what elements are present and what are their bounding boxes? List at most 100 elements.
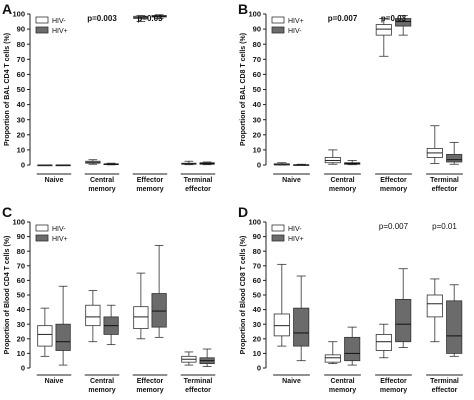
category-label: memory [380, 387, 407, 394]
iqr-box [426, 294, 443, 318]
panel-C: C Proportion of Blood CD4 T cells (%) 0 10 2… [2, 204, 216, 394]
box-neg [324, 341, 341, 365]
y-tick-label: 20 [17, 334, 25, 343]
box-pos [395, 268, 412, 348]
p-value-label: p=0.03 [137, 14, 163, 23]
p-value-label: p=0.03 [381, 14, 407, 23]
box-pos [446, 284, 463, 357]
box-pos [151, 14, 167, 19]
y-tick-label: 50 [17, 291, 25, 300]
y-tick-label: 90 [253, 232, 261, 241]
y-tick-label: 0 [257, 161, 261, 170]
y-tick-label: 40 [253, 100, 261, 109]
y-tick-label: 50 [17, 85, 25, 94]
box-neg [375, 323, 392, 359]
panel-B: B Proportion of BAL CD8 T cells (%) 0 10 20 3… [238, 1, 463, 193]
p-value-label: p=0.007 [379, 222, 409, 231]
panel-A: A Proportion of BAL CD4 T cells (%) 0 10 20 3… [2, 1, 216, 193]
legend-label: HIV+ [52, 236, 68, 243]
category-label: Effector [380, 177, 407, 184]
box-pos [293, 275, 310, 362]
box-pos [344, 160, 361, 166]
panel-letter: A [2, 1, 12, 17]
legend-label: HIV- [52, 226, 66, 233]
category-label: Central [90, 378, 114, 385]
p-value-label: p=0.003 [87, 14, 117, 23]
category-label: Naive [282, 177, 301, 184]
iqr-box [344, 336, 361, 362]
y-tick-label: 70 [17, 261, 25, 270]
legend-swatch [35, 224, 49, 232]
iqr-box [395, 18, 412, 27]
y-tick-label: 70 [253, 261, 261, 270]
category-label: memory [88, 186, 115, 193]
y-tick-label: 80 [17, 40, 25, 49]
box-pos [151, 244, 167, 338]
legend-swatch [271, 234, 285, 242]
category-label: Effector [137, 177, 164, 184]
iqr-box [395, 298, 412, 343]
panel-letter: D [238, 204, 248, 220]
iqr-box [446, 300, 463, 354]
box-neg [37, 164, 53, 167]
y-tick-label: 30 [17, 115, 25, 124]
y-tick-label: 40 [253, 305, 261, 314]
y-tick-label: 0 [21, 364, 25, 373]
box-pos [344, 326, 361, 366]
box-pos [103, 304, 119, 346]
y-tick-label: 80 [17, 247, 25, 256]
iqr-box [375, 24, 392, 36]
y-tick-label: 0 [21, 161, 25, 170]
box-pos [55, 164, 71, 167]
p-value-label: p=0.01 [432, 222, 457, 231]
y-axis-label: Proportion of BAL CD4 T cells (%) [4, 33, 11, 146]
category-label: memory [88, 387, 115, 394]
y-tick-label: 50 [253, 291, 261, 300]
category-label: effector [185, 387, 211, 394]
box-neg [85, 159, 101, 165]
box-pos [55, 285, 71, 366]
box-pos [199, 348, 215, 367]
category-label: Terminal [430, 177, 459, 184]
box-neg [273, 263, 290, 347]
category-label: memory [136, 387, 163, 394]
category-label: Naive [45, 177, 64, 184]
y-tick-label: 20 [253, 334, 261, 343]
legend-label: HIV+ [52, 28, 68, 35]
y-axis-label: Proportion of BAL CD8 T cells (%) [240, 33, 247, 146]
y-tick-label: 60 [17, 70, 25, 79]
box-pos [395, 15, 412, 36]
y-tick-label: 30 [17, 320, 25, 329]
box-neg [133, 272, 149, 340]
legend-swatch [35, 16, 49, 24]
box-neg [85, 290, 101, 343]
category-label: Central [90, 177, 114, 184]
iqr-box [273, 313, 290, 337]
category-label: memory [136, 186, 163, 193]
y-tick-label: 50 [253, 85, 261, 94]
iqr-box [375, 334, 392, 351]
y-axis-label: Proportion of Blood CD8 T cells (%) [240, 236, 247, 355]
y-tick-label: 30 [253, 320, 261, 329]
category-label: Effector [137, 378, 164, 385]
p-value-label: p=0.007 [328, 14, 358, 23]
y-tick-label: 40 [17, 100, 25, 109]
y-axis-label: Proportion of Blood CD4 T cells (%) [4, 236, 11, 355]
iqr-box [324, 354, 341, 363]
box-neg [133, 15, 149, 22]
box-neg [426, 125, 443, 164]
box-pos [293, 163, 310, 166]
y-tick-label: 90 [253, 25, 261, 34]
category-label: effector [432, 387, 458, 394]
y-tick-label: 90 [17, 25, 25, 34]
iqr-box [85, 304, 101, 327]
category-label: Naive [45, 378, 64, 385]
category-label: effector [432, 186, 458, 193]
iqr-box [293, 307, 310, 347]
legend-label: HIV+ [288, 236, 304, 243]
y-tick-label: 100 [248, 10, 261, 19]
y-tick-label: 60 [253, 276, 261, 285]
legend-swatch [271, 224, 285, 232]
legend-label: HIV- [288, 28, 302, 35]
